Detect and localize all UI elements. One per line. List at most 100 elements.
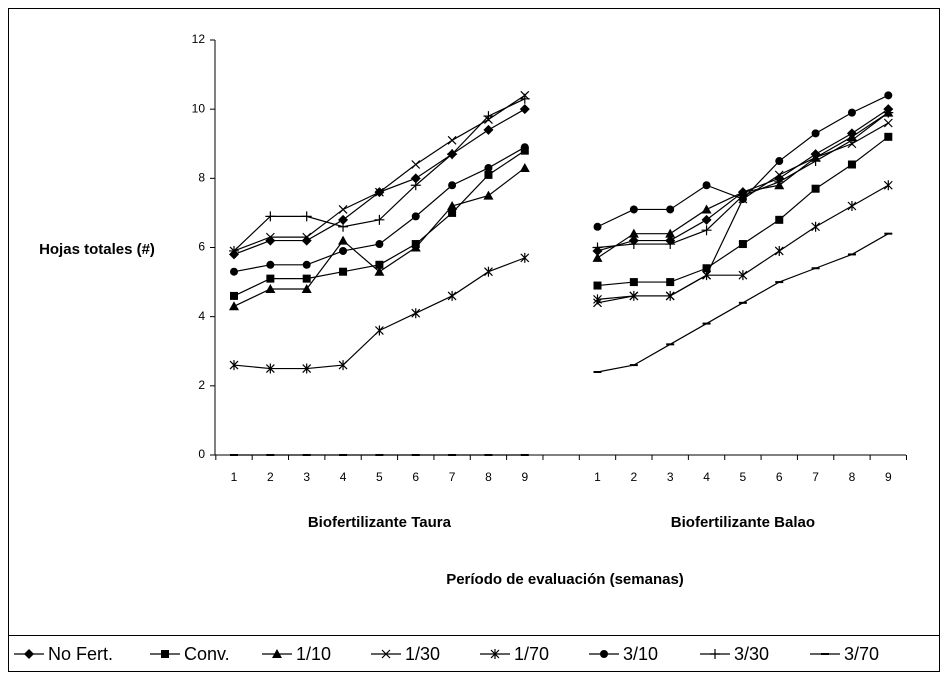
legend-label: 3/70	[844, 644, 879, 664]
legend-label: 3/30	[734, 644, 769, 664]
x-tick-label: 9	[885, 470, 892, 484]
marker	[884, 91, 893, 100]
marker	[230, 267, 238, 276]
marker	[883, 118, 893, 128]
marker	[774, 176, 785, 187]
x-axis-label: Período de evaluación (semanas)	[446, 571, 684, 588]
marker-part	[272, 649, 282, 658]
marker-part	[665, 290, 675, 301]
marker	[411, 212, 420, 221]
marker	[483, 190, 494, 200]
marker	[302, 363, 312, 374]
marker-part	[738, 270, 748, 281]
marker	[519, 93, 530, 104]
marker-part	[229, 245, 239, 256]
marker-part	[484, 163, 493, 172]
marker-part	[410, 242, 421, 252]
marker-part	[265, 211, 276, 222]
marker	[520, 143, 529, 152]
marker-part	[811, 129, 820, 138]
legend-label: 1/70	[514, 644, 549, 664]
legend-label: 1/10	[296, 644, 331, 664]
marker	[301, 235, 312, 246]
marker	[884, 132, 893, 141]
marker-part	[666, 205, 675, 214]
marker	[737, 190, 748, 201]
marker-part	[520, 143, 529, 152]
marker	[847, 108, 856, 117]
marker-part	[339, 267, 348, 276]
marker	[811, 221, 821, 232]
marker-part	[410, 180, 421, 191]
marker-part	[302, 232, 312, 242]
marker	[665, 228, 676, 238]
marker-part	[520, 252, 530, 263]
marker-part	[411, 212, 420, 221]
marker	[411, 160, 421, 169]
marker-part	[737, 190, 748, 201]
marker	[484, 163, 493, 172]
marker-part	[229, 301, 239, 311]
marker	[447, 201, 458, 210]
marker	[629, 290, 639, 301]
marker-part	[302, 363, 312, 374]
marker-part	[265, 232, 275, 242]
marker	[230, 291, 238, 300]
y-tick-label: 2	[198, 378, 205, 392]
marker-part	[374, 266, 385, 276]
marker-part	[775, 215, 784, 224]
y-tick-label: 10	[192, 101, 206, 115]
marker	[702, 181, 711, 190]
marker-part	[338, 205, 348, 214]
marker	[847, 160, 856, 169]
marker-part	[883, 180, 893, 191]
marker	[593, 294, 602, 305]
marker	[410, 173, 421, 184]
marker-part	[229, 360, 239, 371]
marker-part	[483, 190, 494, 200]
marker-part	[774, 176, 785, 187]
marker	[338, 214, 349, 225]
marker-part	[847, 201, 857, 211]
marker-part	[230, 267, 238, 276]
marker-part	[592, 252, 603, 262]
marker	[229, 360, 239, 371]
marker-part	[629, 205, 638, 214]
marker	[701, 214, 712, 225]
y-tick-label: 0	[198, 447, 205, 461]
marker	[811, 129, 820, 138]
marker-part	[847, 108, 856, 117]
marker	[665, 290, 675, 301]
marker	[520, 252, 530, 263]
x-tick-label: 8	[485, 470, 492, 484]
y-axis-label: Hojas totales (#)	[39, 241, 155, 258]
marker	[266, 274, 275, 283]
marker	[338, 221, 349, 232]
legend-label: 3/10	[623, 644, 658, 664]
marker-part	[447, 135, 457, 145]
marker	[448, 181, 457, 190]
marker	[447, 135, 457, 145]
marker-part	[883, 107, 894, 118]
marker	[483, 111, 494, 122]
marker-part	[447, 290, 457, 301]
marker-part	[490, 649, 500, 659]
marker	[410, 180, 421, 191]
marker-part	[302, 260, 311, 269]
marker	[774, 170, 784, 180]
y-tick-label: 12	[192, 32, 206, 46]
marker	[810, 156, 821, 167]
marker-part	[665, 228, 676, 238]
marker-part	[265, 284, 276, 293]
marker-part	[883, 118, 893, 128]
marker	[410, 242, 421, 252]
marker	[883, 107, 894, 118]
marker-part	[161, 650, 169, 658]
chart-border	[8, 8, 940, 672]
marker	[375, 240, 384, 249]
marker	[484, 266, 493, 277]
marker	[811, 184, 820, 193]
legend-label: 1/30	[405, 644, 440, 664]
marker-part	[266, 260, 275, 269]
y-tick-label: 8	[198, 171, 205, 185]
